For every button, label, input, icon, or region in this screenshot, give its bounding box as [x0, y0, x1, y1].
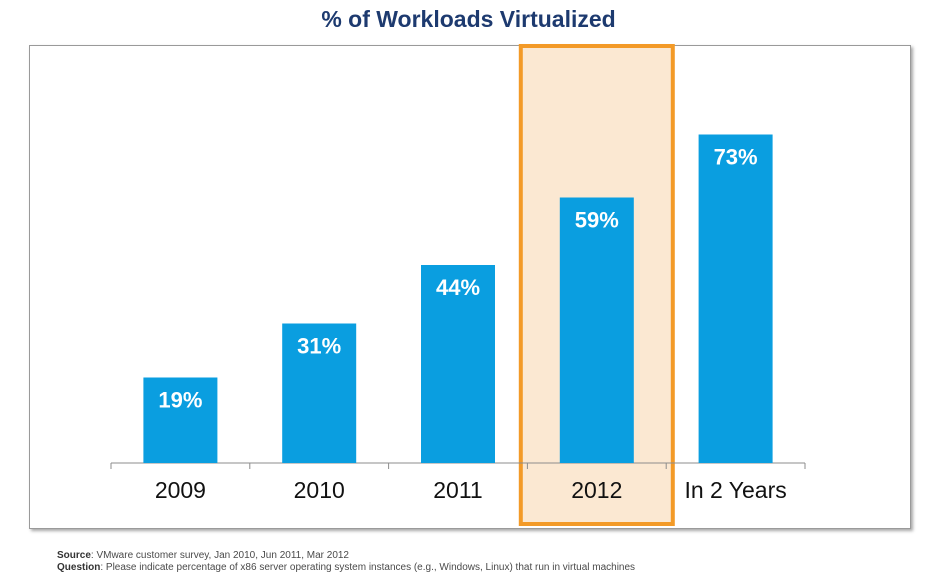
- source-text: : VMware customer survey, Jan 2010, Jun …: [90, 550, 349, 561]
- question-label: Question: [57, 562, 101, 573]
- x-tick-label: 2011: [433, 477, 482, 503]
- x-tick-label: 2009: [155, 477, 206, 503]
- chart-footer: Source: VMware customer survey, Jan 2010…: [57, 550, 635, 574]
- chart-title: % of Workloads Virtualized: [321, 6, 616, 32]
- question-note: Question: Please indicate percentage of …: [57, 562, 635, 574]
- bar-value-label: 31%: [297, 334, 341, 359]
- source-label: Source: [57, 550, 91, 561]
- x-tick-label: 2012: [571, 477, 622, 503]
- x-tick-label: 2010: [294, 477, 345, 503]
- bar: [421, 265, 495, 463]
- bar-value-label: 73%: [714, 145, 758, 170]
- bar: [698, 134, 773, 463]
- bar: [282, 323, 357, 463]
- bar: [559, 197, 634, 463]
- question-text: : Please indicate percentage of x86 serv…: [100, 562, 636, 573]
- source-note: Source: VMware customer survey, Jan 2010…: [57, 550, 635, 562]
- bar-value-label: 59%: [575, 208, 619, 233]
- bar-value-label: 44%: [436, 275, 480, 300]
- bar: [143, 377, 218, 463]
- x-tick-label: In 2 Years: [684, 477, 786, 503]
- bar-value-label: 19%: [158, 388, 202, 413]
